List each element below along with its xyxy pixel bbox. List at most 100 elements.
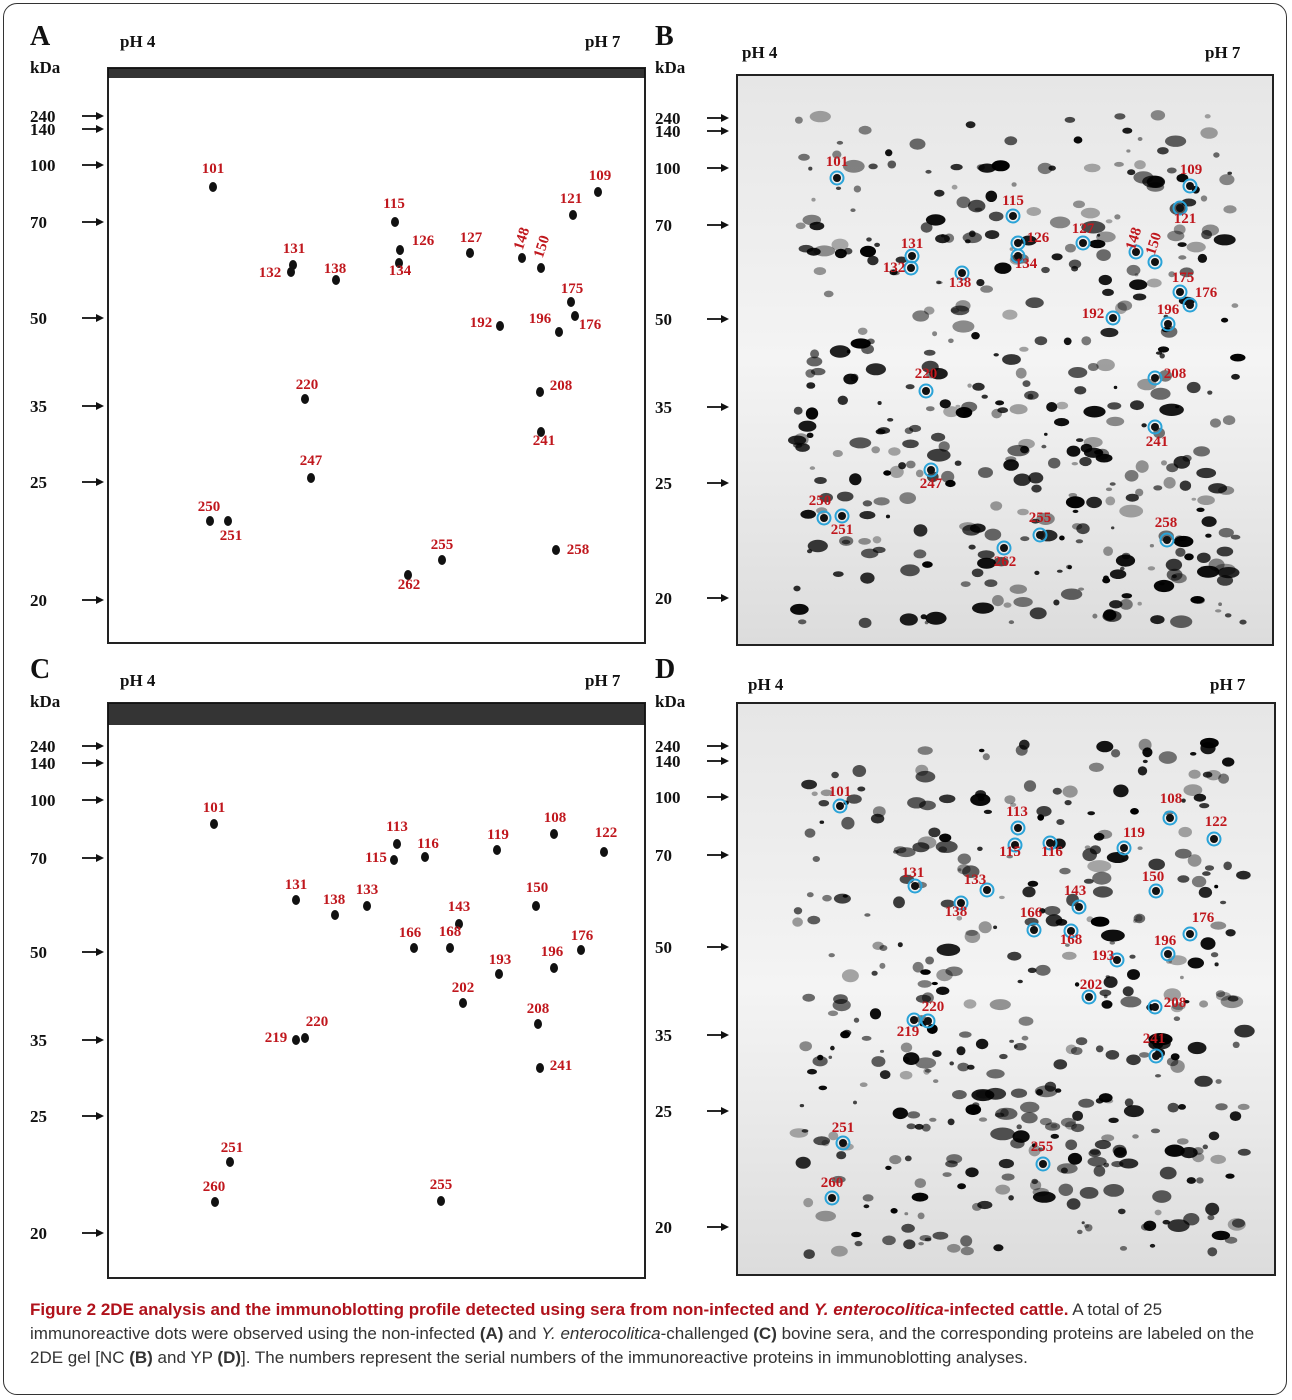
gel-spot-texture: [947, 1118, 955, 1126]
caption-italic: Y. enterocolitica: [814, 1300, 944, 1319]
spot-circle: [824, 1190, 840, 1206]
gel-spot-texture: [1004, 795, 1016, 804]
spot-label: 176: [1195, 285, 1218, 301]
gel-spot-texture: [849, 473, 862, 486]
gel-spot-texture: [984, 528, 1002, 541]
marker-label: 20: [30, 591, 47, 610]
gel-spot-texture: [1108, 1117, 1119, 1124]
gel-spot-texture: [851, 1231, 862, 1238]
gel-spot-texture: [1148, 858, 1165, 871]
gel-spot-texture: [1029, 607, 1047, 620]
spot-label: 255: [1029, 510, 1052, 526]
gel-spot-texture: [802, 993, 815, 1002]
spot-label: 220: [296, 377, 319, 393]
gel-spot-texture: [874, 242, 880, 247]
spot-circle: [1063, 923, 1079, 939]
gel-spot-texture: [1177, 875, 1190, 883]
gel-spot-texture: [929, 1117, 937, 1122]
gel-spot-texture: [1166, 463, 1179, 473]
spot-dot: [924, 1017, 932, 1025]
gel-spot-texture: [1158, 582, 1165, 586]
gel: [107, 702, 646, 1279]
gel-spot-texture: [1202, 871, 1211, 876]
gel-spot-texture: [1213, 152, 1220, 158]
spot-circle: [1007, 837, 1023, 853]
spot-dot: [1166, 814, 1174, 822]
gel-spot-texture: [868, 163, 878, 170]
spot-label: 116: [417, 836, 439, 852]
marker-arrowhead: [721, 943, 729, 951]
gel-spot-texture: [1208, 558, 1225, 572]
gel-spot-texture: [1114, 214, 1121, 220]
gel-spot-texture: [1011, 182, 1017, 187]
spot-circle: [816, 510, 832, 526]
spot-circle: [979, 882, 995, 898]
caption-text: and: [503, 1324, 542, 1343]
gel-spot-texture: [1010, 1138, 1025, 1149]
gel-spot-texture: [977, 550, 995, 559]
gel-spot-texture: [943, 406, 960, 418]
spot-label: 219: [897, 1024, 920, 1040]
gel-spot-texture: [1183, 1000, 1190, 1004]
gel-spot-texture: [903, 1056, 910, 1063]
gel-spot-texture: [806, 356, 823, 367]
gel-spot-texture: [1223, 861, 1232, 871]
spot-label: 196: [529, 311, 552, 327]
spot-dot: [922, 387, 930, 395]
gel-spot-texture: [1016, 1124, 1022, 1130]
gel-spot-texture: [924, 1068, 932, 1073]
gel-spot-texture: [807, 915, 821, 925]
gel-spot-texture: [915, 1057, 937, 1069]
spot-dot: [536, 387, 544, 397]
spot-dot: [552, 545, 560, 555]
spot-dot: [1163, 536, 1171, 544]
gel-spot-texture: [1062, 951, 1077, 960]
gel-spot-texture: [1155, 1074, 1161, 1078]
gel-spot-texture: [988, 211, 1004, 222]
spot-dot: [292, 1035, 300, 1045]
gel-spot-texture: [862, 500, 873, 507]
gel-top-band: [108, 703, 645, 725]
gel-spot-texture: [1003, 602, 1012, 608]
spot-circle: [1148, 883, 1164, 899]
gel-spot-texture: [915, 469, 924, 478]
gel-spot-texture: [952, 1090, 967, 1100]
ph-label: pH 7: [1210, 675, 1246, 694]
gel-spot-texture: [1007, 951, 1022, 961]
spot-dot: [1151, 1003, 1159, 1011]
spot-label: 150: [526, 880, 549, 896]
gel-spot-texture: [811, 197, 816, 202]
gel-spot-texture: [993, 1244, 1004, 1252]
gel-top-band: [108, 68, 645, 78]
spot-label: 138: [324, 261, 347, 277]
gel-spot-texture: [1020, 445, 1029, 454]
gel-spot-texture: [1073, 200, 1085, 209]
spot-dot: [1186, 930, 1194, 938]
gel-spot-texture: [936, 943, 961, 956]
gel-spot-texture: [1127, 969, 1140, 980]
gel-spot-texture: [808, 166, 813, 171]
spot-label: 251: [221, 1140, 244, 1156]
gel-spot-texture: [1072, 1110, 1083, 1121]
gel-spot-texture: [1045, 1122, 1061, 1131]
spot-circle: [1105, 310, 1121, 326]
gel-spot-texture: [956, 1046, 966, 1056]
gel-spot-texture: [1193, 596, 1205, 604]
gel-spot-texture: [920, 614, 927, 620]
gel-spot-texture: [947, 1243, 961, 1253]
marker-label: 50: [30, 309, 47, 328]
gel-spot-texture: [1215, 609, 1222, 613]
spot-label: 176: [579, 317, 602, 333]
gel-spot-texture: [899, 613, 918, 626]
gel-spot-texture: [993, 557, 1009, 567]
gel-spot-texture: [955, 404, 961, 408]
spot-dot: [550, 829, 558, 839]
gel-spot-texture: [1009, 404, 1028, 415]
gel-spot-texture: [1070, 1047, 1083, 1055]
spot-dot: [518, 253, 526, 263]
marker-label: 50: [30, 943, 47, 962]
gel-spot-texture: [1135, 460, 1149, 473]
gel-spot-texture: [1002, 354, 1021, 365]
gel-spot-texture: [909, 138, 926, 150]
spot-dot: [910, 1016, 918, 1024]
